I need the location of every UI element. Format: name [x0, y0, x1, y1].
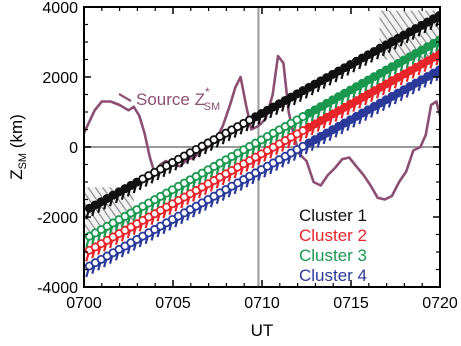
source-annotation-subscript: SM: [204, 101, 221, 113]
series-cluster-1: [84, 11, 440, 220]
data-point: [393, 33, 403, 50]
x-tick-label: 0715: [333, 295, 369, 312]
y-axis-title: ZSM (km): [7, 114, 29, 180]
legend-item-3: Cluster 3: [299, 246, 367, 265]
source-annotation: Source Z* SM: [136, 85, 220, 113]
data-point: [197, 182, 207, 199]
x-tick-label: 0720: [422, 295, 458, 312]
series-cluster-2: [84, 49, 440, 262]
cluster-markers: [84, 11, 440, 278]
legend-item-4: Cluster 4: [299, 266, 367, 285]
data-point: [428, 52, 438, 69]
series-cluster-3: [84, 35, 440, 248]
axis-ticks: [83, 6, 441, 288]
data-point: [381, 65, 391, 82]
data-point: [84, 261, 94, 278]
data-point: [191, 185, 201, 202]
data-point: [120, 241, 130, 258]
data-point: [304, 122, 314, 139]
data-point: [387, 91, 397, 108]
x-tick-label: 0710: [244, 295, 280, 312]
y-tick-label: 4000: [42, 0, 78, 17]
x-tick-label: 0700: [66, 295, 102, 312]
y-tick-label: -4000: [37, 280, 78, 297]
source-annotation-superscript: *: [205, 85, 210, 99]
source-annotation-pointer: [118, 93, 132, 102]
axis-tick-labels: 0700 0705 0710 0715 0720 4000 2000 0 -2000 -4000: [37, 0, 458, 312]
data-point: [423, 42, 433, 59]
data-point: [191, 144, 201, 161]
data-point: [423, 56, 433, 73]
data-point: [375, 82, 385, 99]
data-point: [185, 148, 195, 165]
x-tick-label: 0705: [155, 295, 191, 312]
data-point: [173, 211, 183, 228]
y-axis-title-subscript: SM: [17, 153, 29, 170]
legend-item-2: Cluster 2: [299, 226, 367, 245]
data-point: [310, 105, 320, 122]
x-axis-title: UT: [251, 321, 274, 340]
y-tick-label: -2000: [37, 210, 78, 227]
data-point: [280, 151, 290, 168]
data-point: [328, 95, 338, 112]
data-point: [405, 27, 415, 44]
y-tick-label: 0: [69, 140, 78, 157]
y-tick-label: 2000: [42, 70, 78, 87]
legend-item-1: Cluster 1: [299, 206, 367, 225]
data-point: [90, 258, 100, 274]
series-cluster-4: [84, 65, 440, 278]
data-point: [357, 92, 367, 109]
